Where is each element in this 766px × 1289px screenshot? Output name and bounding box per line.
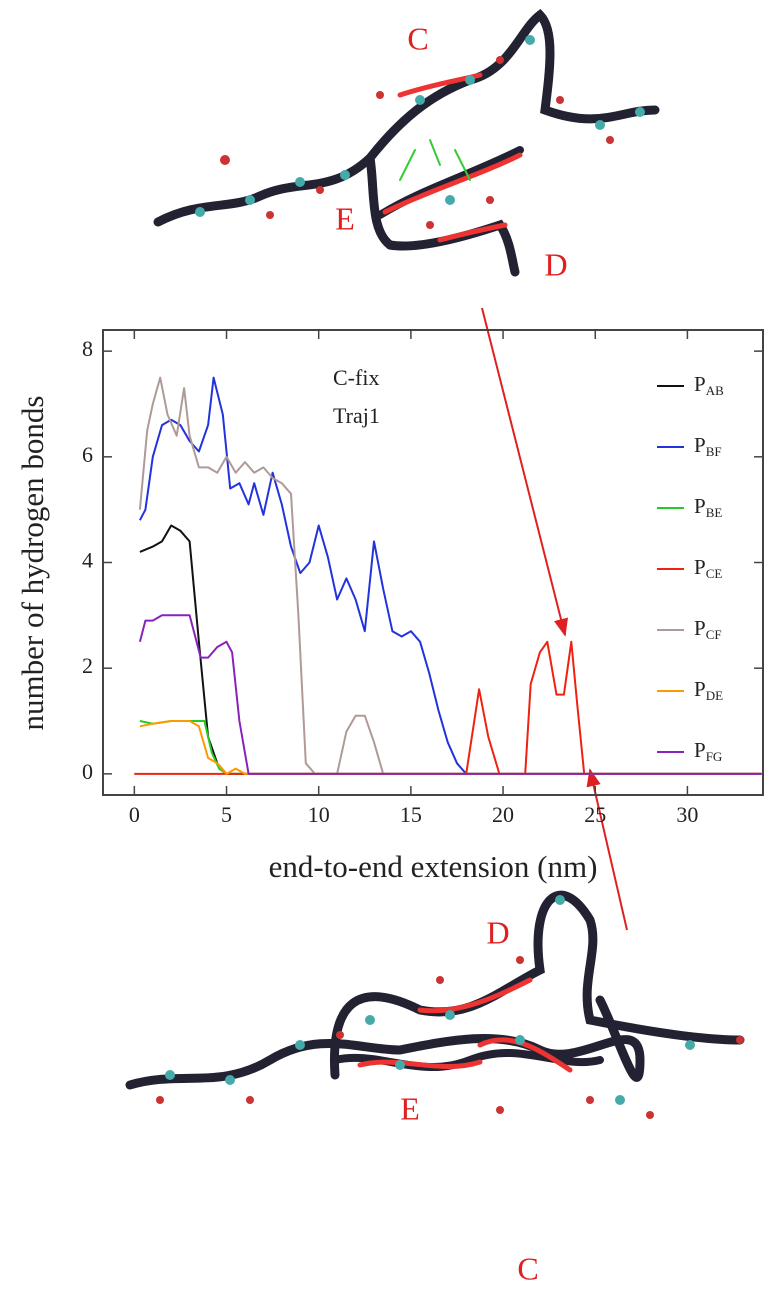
- segment-label: E: [335, 200, 355, 236]
- y-tick-label: 2: [82, 653, 93, 678]
- segment-label: E: [400, 1090, 420, 1126]
- series-line: [139, 376, 762, 775]
- annotation: Traj1: [333, 403, 380, 428]
- legend-label: PBE: [694, 494, 722, 520]
- x-tick-label: 30: [676, 802, 698, 827]
- arrow: [586, 768, 628, 931]
- y-axis-label: number of hydrogen bonds: [15, 396, 50, 731]
- series-line: [139, 720, 762, 775]
- segment-label: D: [486, 914, 509, 950]
- legend-label: PFG: [694, 738, 722, 764]
- y-tick-label: 6: [82, 442, 93, 467]
- x-tick-label: 10: [308, 802, 330, 827]
- segment-label: C: [407, 20, 428, 56]
- plot-frame: [102, 329, 764, 796]
- x-tick-label: 20: [492, 802, 514, 827]
- y-tick-label: 4: [82, 548, 93, 573]
- x-tick-label: 15: [400, 802, 422, 827]
- y-tick-label: 0: [82, 759, 93, 784]
- series-line: [139, 524, 762, 775]
- segment-label: C: [517, 1250, 538, 1286]
- legend-label: PCE: [694, 555, 722, 581]
- series-line: [134, 640, 762, 775]
- segment-label: D: [544, 246, 567, 282]
- x-tick-label: 0: [129, 802, 140, 827]
- legend-label: PAB: [694, 372, 724, 398]
- molecule-top: [153, 9, 660, 277]
- series-line: [138, 376, 762, 775]
- molecule-bottom: [125, 890, 745, 1119]
- legend-label: PDE: [694, 677, 723, 703]
- x-tick-label: 5: [221, 802, 232, 827]
- annotation: C-fix: [333, 365, 379, 390]
- series-line: [138, 614, 762, 775]
- legend-label: PCF: [694, 616, 722, 642]
- y-tick-label: 8: [82, 336, 93, 361]
- x-axis-label: end-to-end extension (nm): [269, 849, 598, 884]
- arrow: [481, 307, 568, 637]
- x-tick-label: 25: [584, 802, 606, 827]
- legend-label: PBF: [694, 433, 722, 459]
